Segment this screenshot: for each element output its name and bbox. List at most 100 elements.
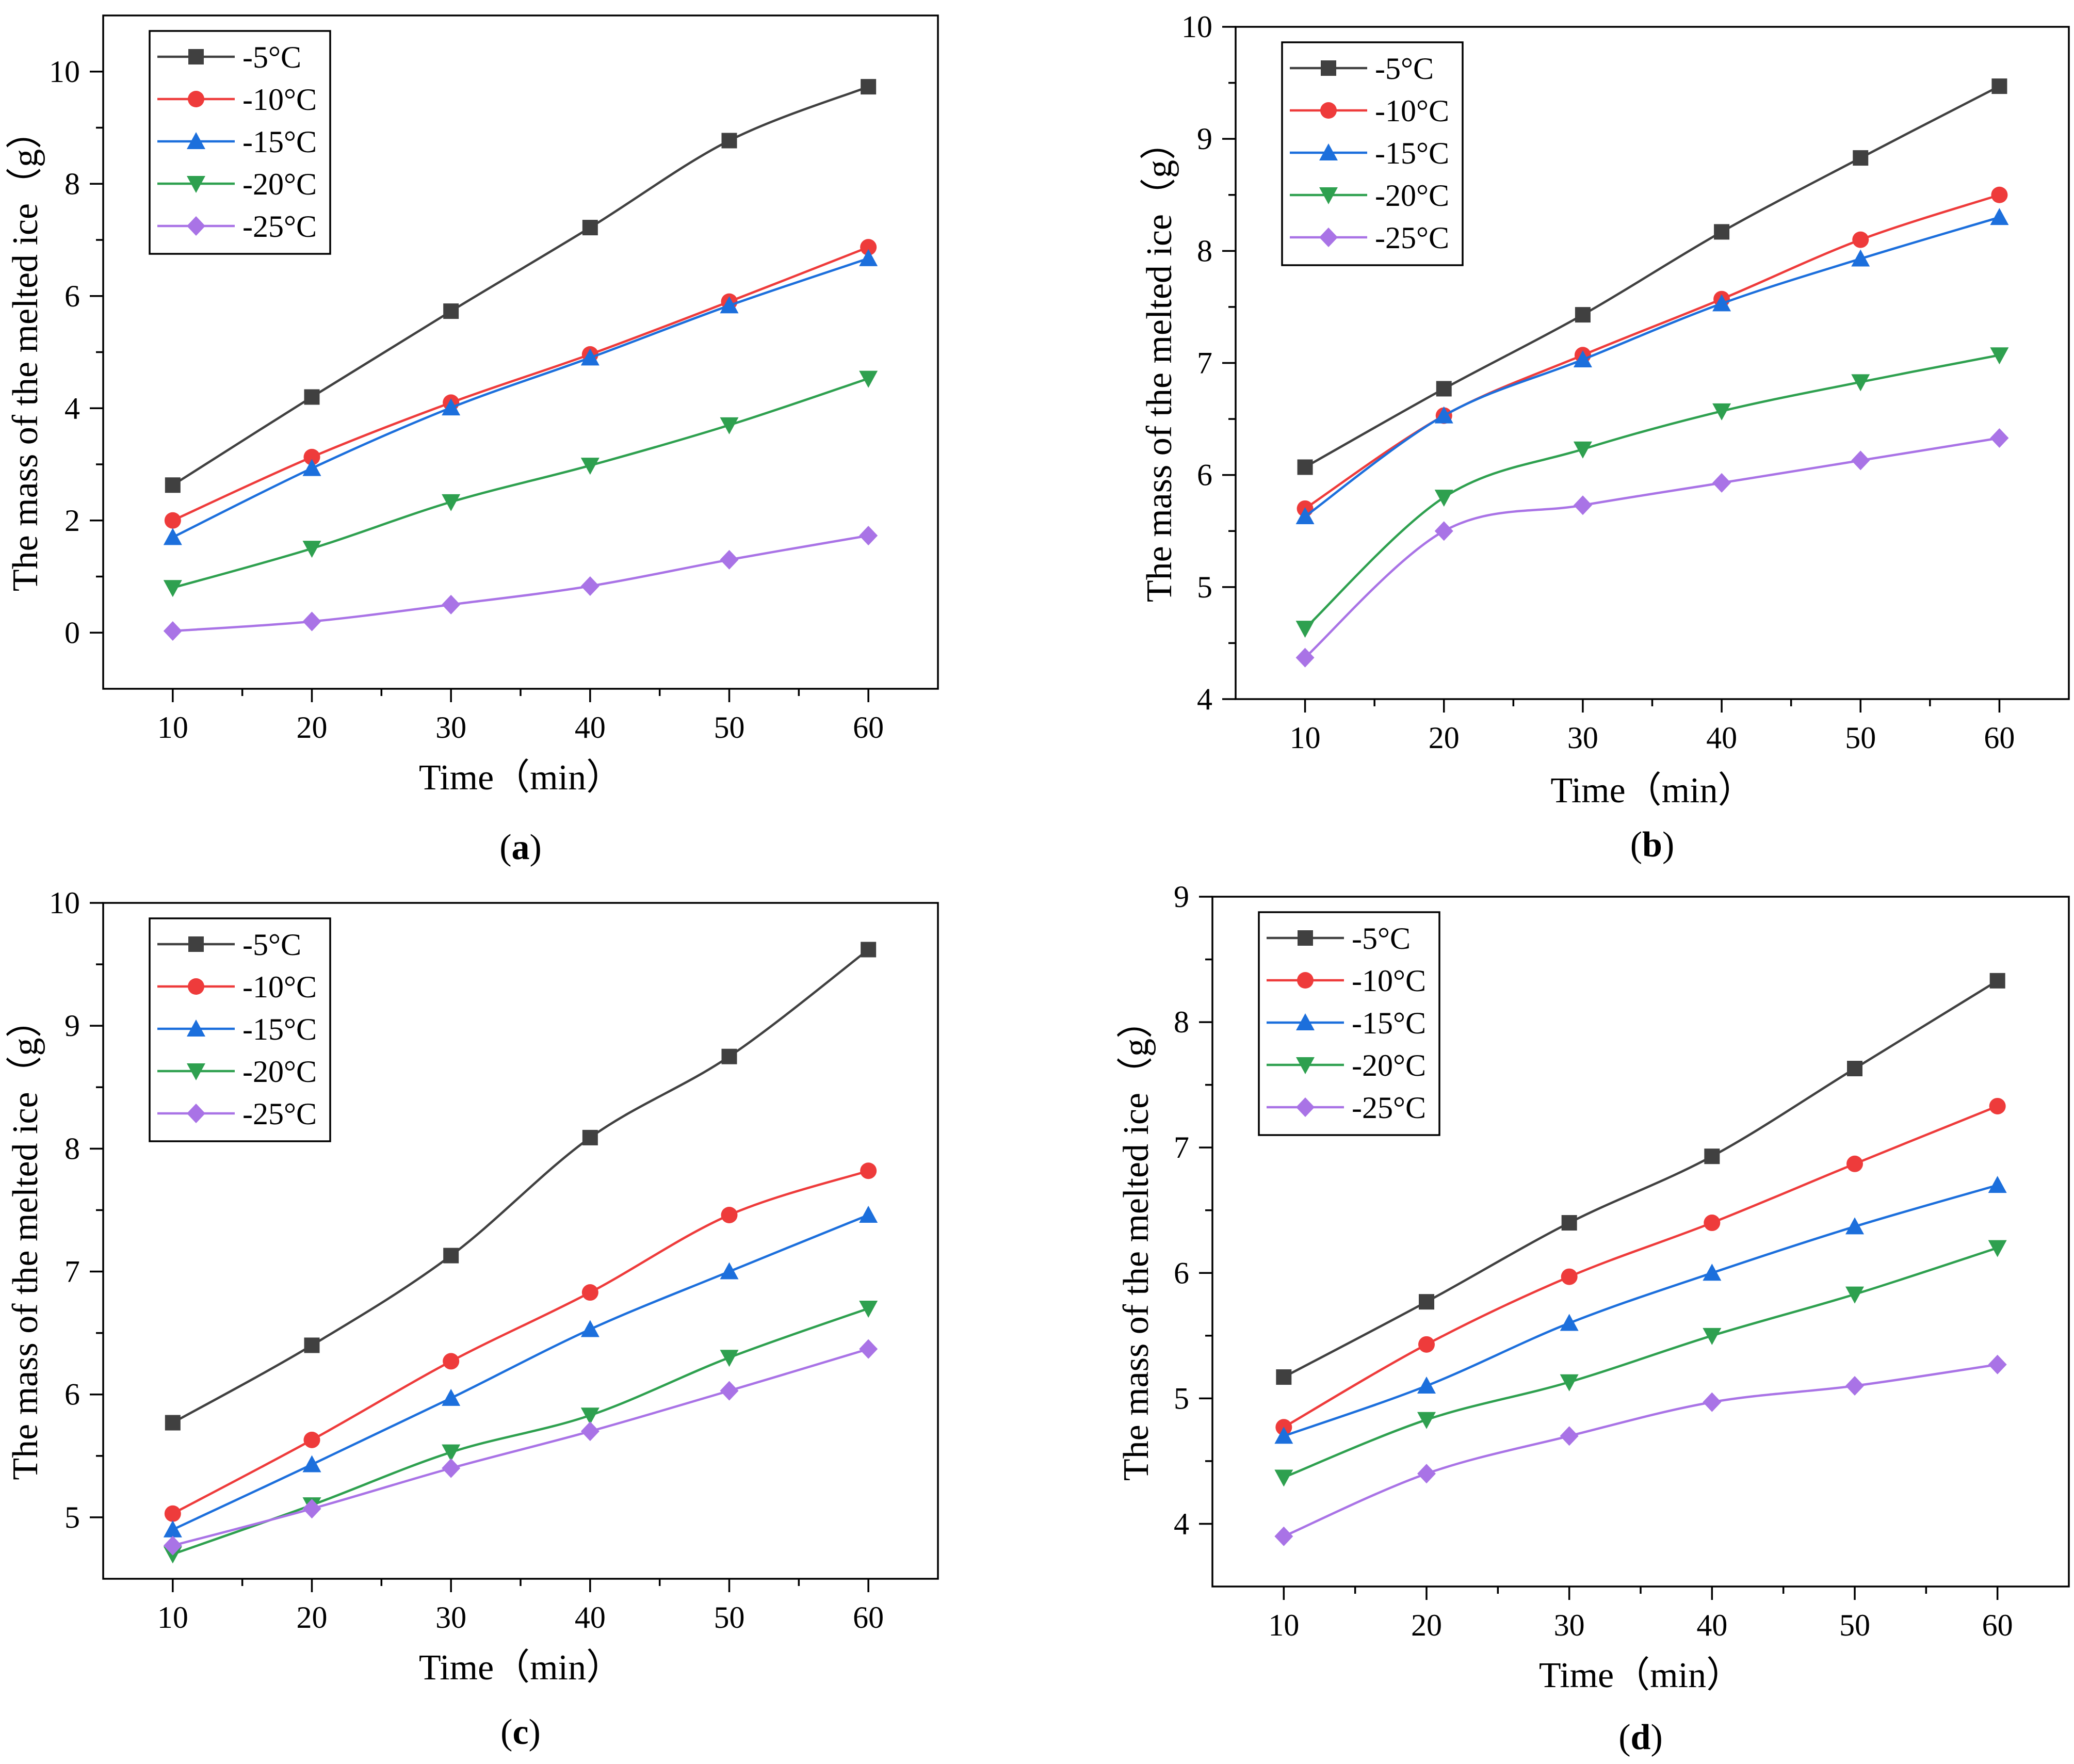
data-point	[1575, 307, 1591, 323]
x-tick-label: 50	[1839, 1608, 1870, 1642]
y-tick-label: 0	[64, 616, 80, 650]
data-point	[861, 79, 877, 95]
data-point	[442, 1458, 461, 1478]
x-tick-label: 10	[157, 710, 188, 745]
data-point	[1560, 1426, 1579, 1446]
y-tick-label: 9	[1197, 122, 1212, 156]
series-line	[172, 257, 869, 539]
legend-marker	[188, 936, 204, 952]
data-point	[443, 1353, 460, 1370]
data-point	[165, 477, 181, 493]
data-point	[1274, 1526, 1293, 1546]
data-point	[580, 458, 599, 475]
data-point	[1714, 224, 1730, 240]
legend-marker	[187, 1063, 205, 1080]
data-point	[1712, 403, 1731, 420]
data-point	[1851, 450, 1870, 471]
data-point	[1990, 428, 2009, 448]
series-line	[172, 1348, 869, 1547]
data-point	[1295, 648, 1315, 668]
data-point	[302, 1499, 321, 1519]
data-point	[1274, 1427, 1293, 1444]
data-point	[580, 1407, 599, 1425]
legend-marker	[1319, 187, 1338, 204]
data-point	[304, 389, 320, 405]
series-line	[172, 1213, 869, 1531]
data-point	[163, 1520, 182, 1538]
series-line	[1283, 1105, 1998, 1429]
data-point	[1297, 459, 1313, 475]
data-point	[303, 448, 320, 465]
data-point	[859, 1339, 878, 1359]
data-point	[1989, 973, 2005, 989]
series-line	[1304, 436, 2000, 659]
x-tick-label: 40	[575, 1600, 606, 1634]
data-point	[1852, 231, 1869, 248]
data-point	[1988, 1176, 2007, 1193]
x-tick-label: 30	[435, 1600, 466, 1634]
x-tick-label: 40	[1706, 721, 1737, 755]
data-point	[580, 348, 599, 366]
legend-marker	[1296, 1097, 1315, 1117]
data-point	[1851, 249, 1870, 267]
data-point	[165, 1415, 181, 1431]
legend-marker	[1297, 972, 1314, 989]
data-point	[302, 541, 321, 558]
legend-label: -10°C	[1352, 964, 1426, 998]
data-point	[163, 528, 182, 545]
data-point	[1560, 1374, 1579, 1391]
data-point	[1853, 150, 1869, 166]
data-point	[1712, 473, 1731, 493]
legend-label: -15°C	[242, 1012, 317, 1046]
x-tick-label: 30	[1567, 721, 1598, 755]
legend-label: -25°C	[242, 209, 317, 244]
data-point	[1295, 507, 1315, 525]
y-tick-label: 6	[64, 279, 80, 313]
x-tick-label: 60	[1984, 721, 2015, 755]
y-tick-label: 5	[1197, 570, 1212, 604]
data-point	[721, 1206, 738, 1223]
panel-label: (d)	[1618, 1718, 1663, 1757]
y-tick-label: 5	[64, 1500, 80, 1534]
data-point	[1419, 1294, 1434, 1310]
legend-marker	[187, 132, 205, 149]
data-point	[163, 1535, 182, 1556]
panel-label: (c)	[500, 1712, 541, 1752]
x-tick-label: 20	[1411, 1608, 1442, 1642]
data-point	[720, 1381, 739, 1401]
y-tick-label: 10	[49, 886, 80, 920]
x-axis-title: Time（min）	[419, 1648, 622, 1688]
series-line	[172, 534, 869, 633]
legend-marker	[1298, 930, 1313, 946]
panel-label: (b)	[1630, 825, 1675, 865]
data-point	[1434, 521, 1453, 541]
series-line	[172, 86, 869, 487]
data-point	[580, 1320, 599, 1337]
legend-marker	[1319, 228, 1338, 247]
legend-marker	[188, 49, 204, 64]
series-line	[172, 1170, 869, 1515]
y-tick-label: 7	[1174, 1130, 1189, 1164]
x-tick-label: 50	[714, 1600, 745, 1634]
x-tick-label: 40	[1696, 1608, 1727, 1642]
data-point	[1988, 1354, 2007, 1374]
legend-label: -10°C	[242, 83, 317, 117]
y-tick-label: 4	[1197, 682, 1212, 716]
y-tick-label: 10	[1181, 10, 1212, 44]
data-point	[1989, 1097, 2006, 1114]
legend-label: -5°C	[242, 928, 301, 962]
data-point	[1560, 1314, 1579, 1331]
series-line	[172, 1307, 869, 1556]
data-point	[1295, 621, 1315, 638]
legend-label: -5°C	[242, 40, 301, 74]
x-axis-title: Time（min）	[419, 758, 622, 798]
y-tick-label: 7	[1197, 346, 1212, 380]
x-tick-label: 20	[1429, 721, 1460, 755]
data-point	[720, 549, 739, 570]
series-line	[1304, 216, 2000, 517]
y-axis-title: The mass of the melted ice（g）	[1116, 1002, 1156, 1481]
legend-marker	[1296, 1057, 1315, 1074]
legend-label: -10°C	[1375, 94, 1449, 128]
data-point	[860, 1162, 877, 1179]
